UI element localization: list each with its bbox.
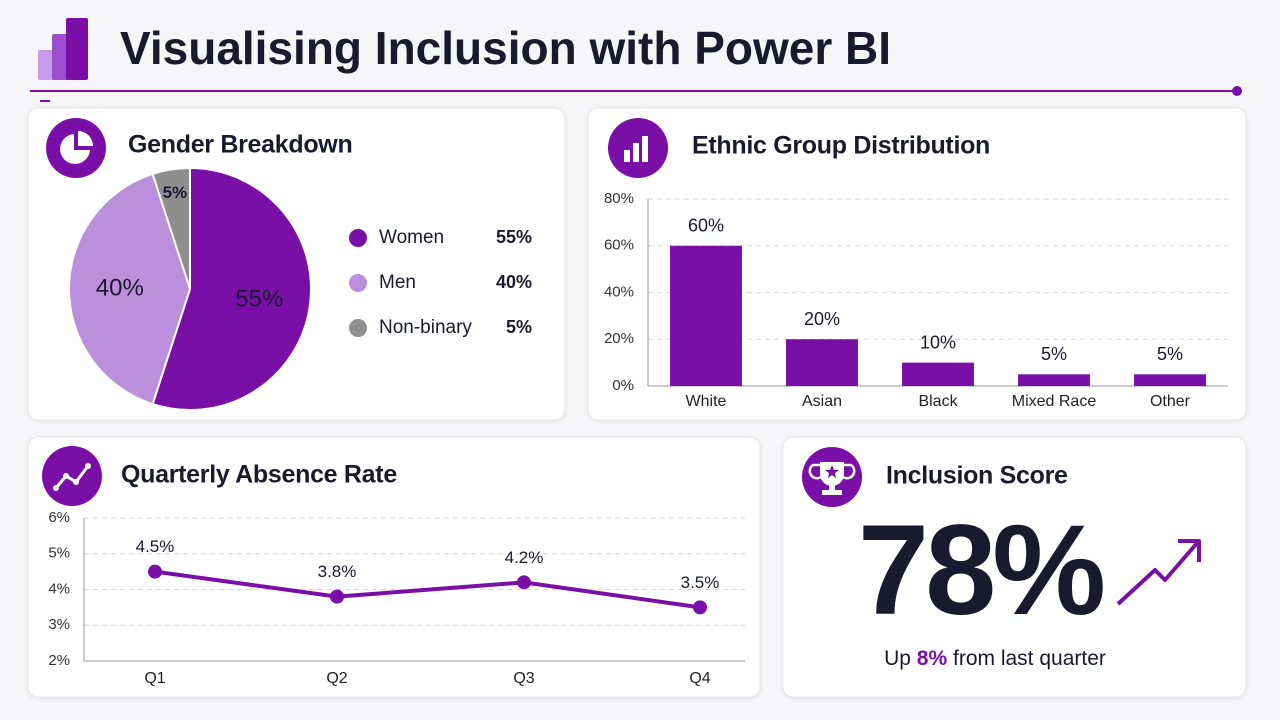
- x-tick-label: Asian: [802, 393, 842, 410]
- card-title: Gender Breakdown: [128, 131, 352, 159]
- score-change: Up 8% from last quarter: [884, 647, 1106, 670]
- x-tick-label: Black: [918, 393, 958, 410]
- slice-label: 40%: [96, 274, 144, 301]
- legend-swatch: [349, 229, 367, 247]
- legend-swatch: [349, 274, 367, 292]
- trend-arrow: [1116, 539, 1201, 606]
- bar: [1134, 374, 1206, 386]
- change-suffix: from last quarter: [953, 647, 1106, 670]
- y-tick-label: 4%: [48, 580, 70, 597]
- card-title: Inclusion Score: [886, 462, 1068, 490]
- x-tick-label: Q2: [326, 670, 347, 687]
- bar: [670, 245, 742, 386]
- y-tick-label: 20%: [604, 330, 634, 347]
- legend-value: 40%: [496, 272, 532, 292]
- pie-icon: [46, 118, 106, 178]
- bar-label: 10%: [920, 332, 956, 352]
- bar-label: 5%: [1157, 344, 1183, 364]
- logo: [38, 18, 88, 80]
- card-title: Ethnic Group Distribution: [692, 132, 990, 160]
- point: [517, 575, 531, 590]
- x-tick-label: Q3: [513, 670, 534, 687]
- pie-slice: [151, 166, 191, 290]
- y-tick-label: 2%: [48, 652, 70, 669]
- bar-label: 5%: [1041, 344, 1067, 364]
- slice-label: 55%: [235, 285, 283, 312]
- x-tick-label: Mixed Race: [1012, 393, 1097, 410]
- x-tick-label: White: [686, 393, 727, 410]
- card-title: Quarterly Absence Rate: [121, 461, 397, 489]
- score-value: 78%: [858, 499, 1103, 642]
- card: [587, 107, 1247, 421]
- point-label: 4.5%: [136, 537, 175, 556]
- line-series: [154, 569, 701, 610]
- slice-label: 5%: [163, 183, 188, 202]
- point-label: 3.8%: [318, 562, 357, 581]
- page-title: Visualising Inclusion with Power BI: [120, 22, 891, 74]
- y-tick-label: 0%: [612, 377, 634, 394]
- legend-label: Men: [379, 272, 416, 293]
- bar: [1018, 374, 1090, 386]
- legend-value: 5%: [506, 317, 532, 337]
- legend-swatch: [349, 319, 367, 337]
- card: [27, 436, 761, 698]
- bar: [902, 362, 974, 386]
- y-tick-label: 5%: [48, 545, 70, 562]
- point-label: 4.2%: [505, 548, 544, 567]
- bar: [786, 339, 858, 386]
- bar-icon: [608, 118, 668, 178]
- card: [782, 436, 1247, 698]
- legend-label: Non-binary: [379, 317, 472, 338]
- y-tick-label: 80%: [604, 190, 634, 207]
- y-tick-label: 6%: [48, 509, 70, 526]
- legend-value: 55%: [496, 227, 532, 247]
- x-tick-label: Other: [1150, 393, 1191, 410]
- point: [148, 564, 162, 579]
- change-prefix: Up: [884, 647, 911, 670]
- header-dot: [1232, 86, 1242, 96]
- legend-label: Women: [379, 227, 444, 248]
- line-icon: [42, 446, 102, 506]
- y-tick-label: 40%: [604, 283, 634, 300]
- point-label: 3.5%: [681, 573, 720, 592]
- x-tick-label: Q4: [689, 670, 710, 687]
- pie-slice: [151, 166, 312, 411]
- point: [330, 589, 344, 604]
- point: [693, 600, 707, 615]
- pie-slice: [68, 172, 192, 406]
- bar-label: 20%: [804, 309, 840, 329]
- change-value: 8%: [917, 647, 948, 670]
- y-tick-label: 60%: [604, 237, 634, 254]
- x-tick-label: Q1: [144, 670, 165, 687]
- y-tick-label: 3%: [48, 616, 70, 633]
- trophy-icon: [802, 447, 862, 507]
- bar-label: 60%: [688, 216, 724, 236]
